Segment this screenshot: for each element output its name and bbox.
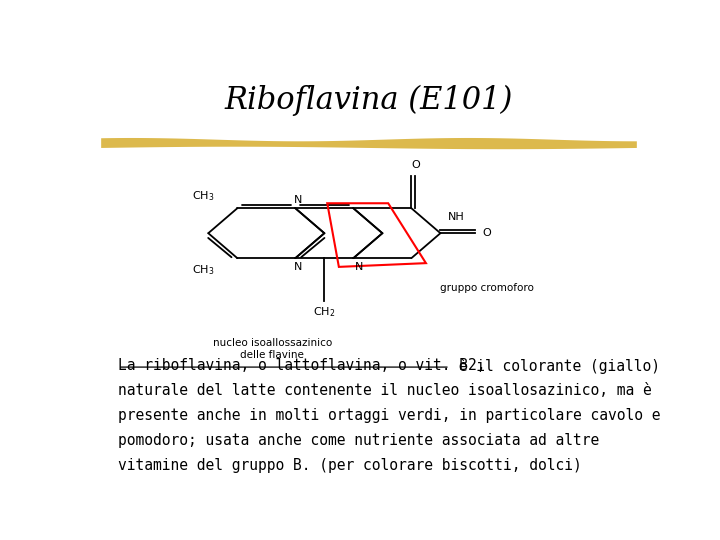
Text: N: N (294, 194, 302, 205)
Text: pomodoro; usata anche come nutriente associata ad altre: pomodoro; usata anche come nutriente ass… (118, 433, 599, 448)
Text: gruppo cromoforo: gruppo cromoforo (441, 283, 534, 293)
Text: O: O (482, 228, 491, 238)
Text: CH$_3$: CH$_3$ (192, 190, 214, 203)
Text: N: N (355, 262, 364, 272)
Text: vitamine del gruppo B. (per colorare biscotti, dolci): vitamine del gruppo B. (per colorare bis… (118, 458, 582, 472)
Text: naturale del latte contenente il nucleo isoallosazinico, ma è: naturale del latte contenente il nucleo … (118, 383, 652, 398)
Text: CH$_2$: CH$_2$ (313, 306, 336, 319)
Text: Riboflavina (E101): Riboflavina (E101) (225, 85, 513, 116)
Text: CH$_3$: CH$_3$ (192, 263, 214, 277)
Text: presente anche in molti ortaggi verdi, in particolare cavolo e: presente anche in molti ortaggi verdi, i… (118, 408, 660, 423)
Text: La riboflavina, o lattoflavina, o vit. B2,: La riboflavina, o lattoflavina, o vit. B… (118, 358, 485, 373)
Text: O: O (411, 160, 420, 170)
Text: nucleo isoallossazinico
delle flavine: nucleo isoallossazinico delle flavine (212, 338, 332, 360)
Text: N: N (294, 262, 302, 272)
Polygon shape (101, 138, 637, 149)
Text: è il colorante (giallo): è il colorante (giallo) (450, 358, 660, 374)
Text: NH: NH (448, 212, 464, 222)
